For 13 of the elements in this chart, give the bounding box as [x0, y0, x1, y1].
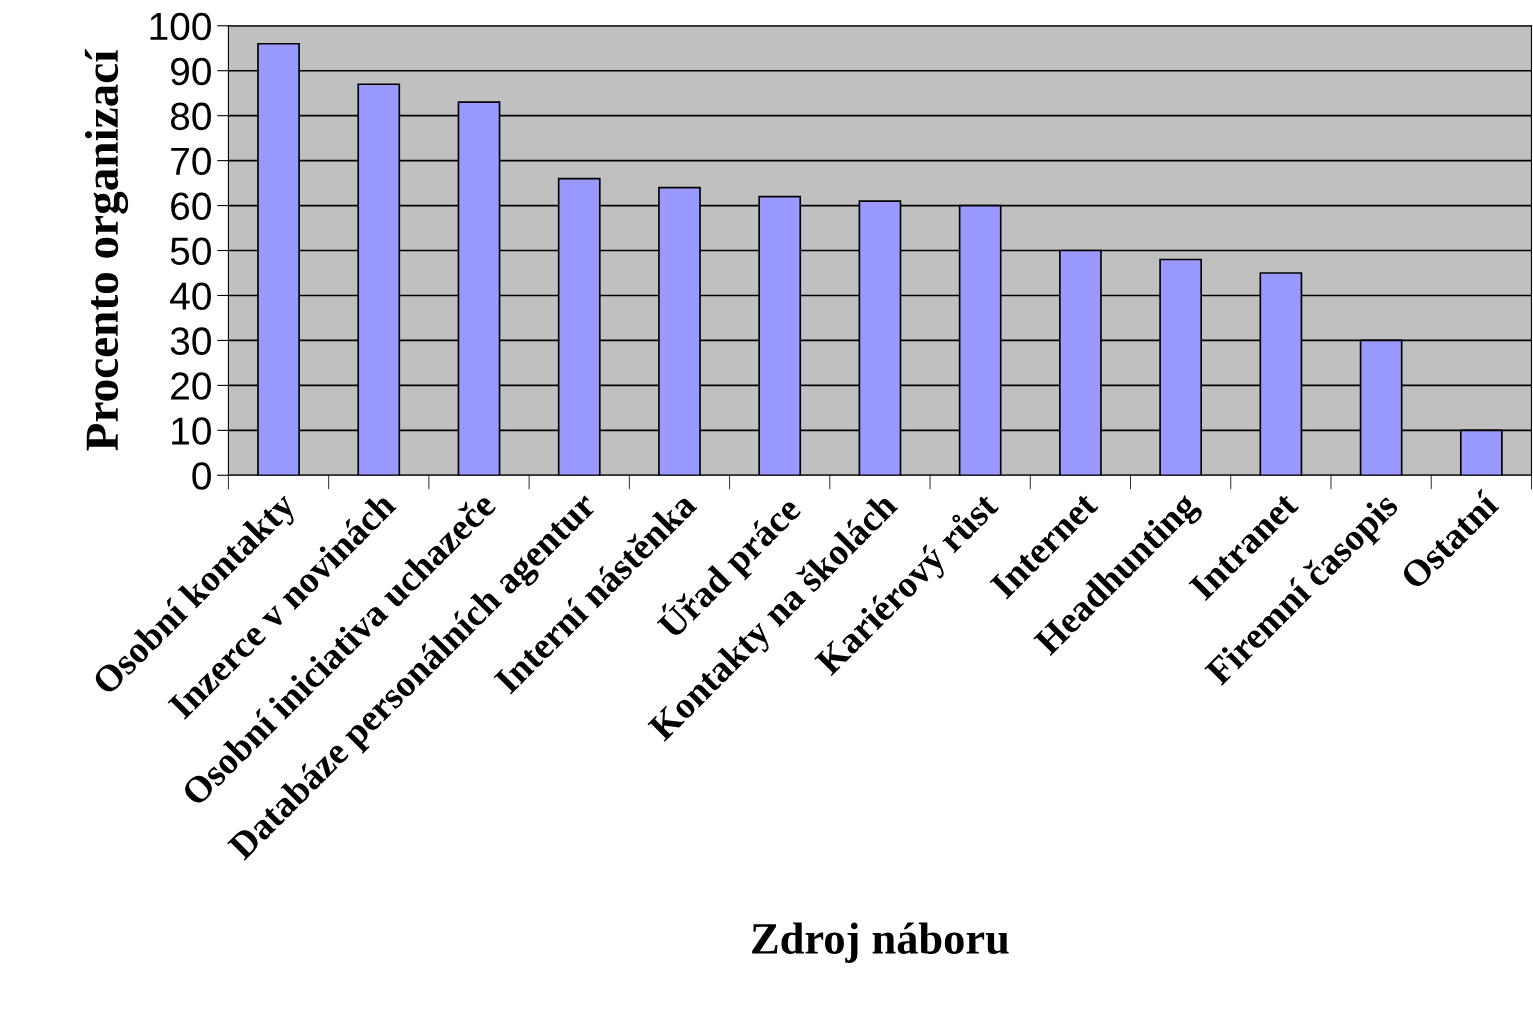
y-tick-label: 10	[172, 417, 211, 445]
y-tick-label: 70	[171, 147, 211, 176]
y-tick-label: 40	[170, 282, 211, 310]
y-tick-label: 60	[171, 192, 211, 221]
y-tick-label: 20	[171, 372, 211, 400]
y-tick-label: 80	[170, 102, 211, 131]
y-tick-label: 30	[170, 327, 211, 355]
y-tick-label: 0	[192, 462, 211, 490]
y-tick-label: 90	[171, 57, 211, 86]
y-axis-title: Procento organizací	[84, 49, 129, 451]
y-tick-label: 50	[170, 237, 211, 266]
y-tick-label: 100	[150, 12, 211, 41]
x-axis-title: Zdroj náboru	[752, 922, 1009, 963]
